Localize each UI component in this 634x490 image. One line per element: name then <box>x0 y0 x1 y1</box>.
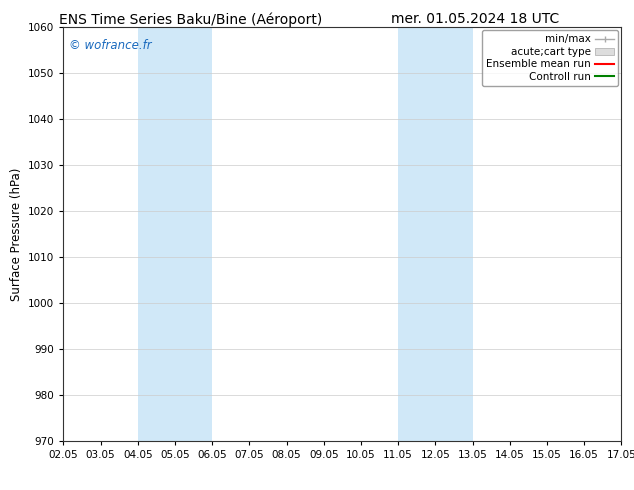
Text: © wofrance.fr: © wofrance.fr <box>69 39 152 52</box>
Legend: min/max, acute;cart type, Ensemble mean run, Controll run: min/max, acute;cart type, Ensemble mean … <box>482 30 618 86</box>
Text: mer. 01.05.2024 18 UTC: mer. 01.05.2024 18 UTC <box>391 12 560 26</box>
Bar <box>138 27 212 441</box>
Bar <box>398 27 472 441</box>
Text: ENS Time Series Baku/Bine (Aéroport): ENS Time Series Baku/Bine (Aéroport) <box>58 12 322 27</box>
Y-axis label: Surface Pressure (hPa): Surface Pressure (hPa) <box>10 167 23 301</box>
